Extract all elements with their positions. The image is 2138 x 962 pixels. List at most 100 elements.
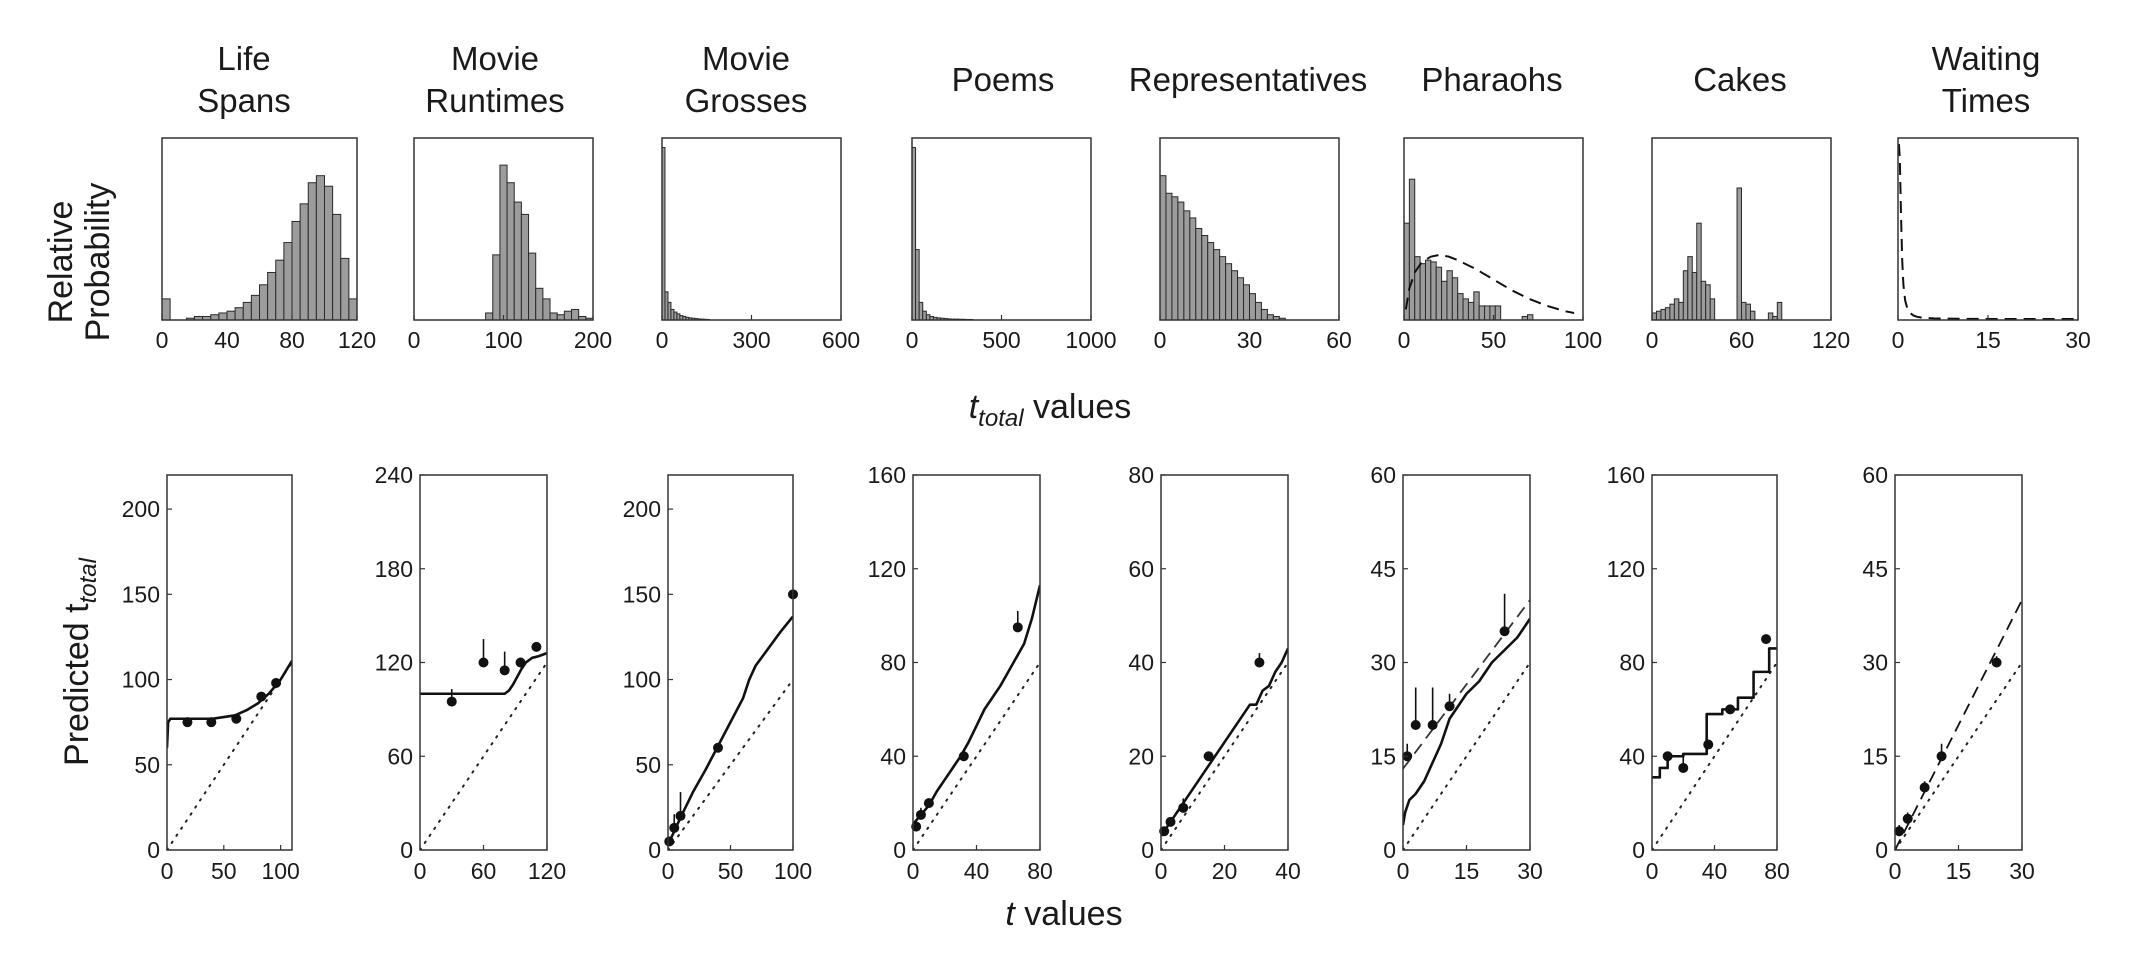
data-point bbox=[531, 641, 542, 652]
panel-title: Grosses bbox=[685, 82, 808, 119]
identity-line bbox=[1161, 661, 1288, 850]
y-tick-label: 180 bbox=[375, 556, 413, 582]
histogram-bar bbox=[1231, 270, 1239, 321]
y-tick-label: 20 bbox=[1128, 743, 1154, 769]
x-tick-label: 80 bbox=[279, 327, 305, 353]
axes-frame bbox=[166, 474, 293, 851]
histogram-bar bbox=[218, 312, 228, 321]
histogram-bar bbox=[1494, 305, 1502, 321]
data-point bbox=[256, 691, 267, 702]
identity-line bbox=[167, 661, 292, 850]
data-point bbox=[915, 809, 926, 820]
y-tick-label: 80 bbox=[1128, 462, 1154, 488]
data-point bbox=[1725, 704, 1736, 715]
x-tick-label: 100 bbox=[261, 858, 299, 884]
x-tick-label: 120 bbox=[1812, 327, 1850, 353]
plot-area bbox=[668, 615, 793, 850]
y-tick-label: 100 bbox=[623, 667, 661, 693]
y-tick-label: 30 bbox=[1370, 650, 1396, 676]
panel-title: Pharaohs bbox=[1421, 61, 1562, 98]
histogram-bar bbox=[1177, 201, 1185, 321]
data-point bbox=[1203, 751, 1214, 762]
x-tick-label: 0 bbox=[161, 858, 174, 884]
bottom-y-label: Predicted ttotal bbox=[58, 557, 102, 766]
data-point bbox=[1444, 701, 1455, 712]
x-tick-label: 0 bbox=[1397, 858, 1410, 884]
panel-title: Runtimes bbox=[425, 82, 564, 119]
histogram-bar bbox=[307, 182, 317, 321]
panel-title: Cakes bbox=[1693, 61, 1787, 98]
x-tick-label: 0 bbox=[1398, 327, 1411, 353]
histogram-bar bbox=[485, 312, 494, 321]
histogram-bar bbox=[332, 213, 342, 321]
x-tick-label: 0 bbox=[656, 327, 669, 353]
bottom-panel-2: 0 60 120 0 60 120 180 240 bbox=[375, 462, 567, 884]
identity-line bbox=[913, 661, 1040, 850]
x-tick-label: 500 bbox=[982, 327, 1020, 353]
x-tick-label: 15 bbox=[1975, 327, 2001, 353]
histogram-bar bbox=[542, 298, 551, 321]
histogram-bar bbox=[1219, 256, 1227, 321]
y-tick-label: 120 bbox=[868, 556, 906, 582]
x-tick-label: 0 bbox=[414, 858, 427, 884]
x-tick-label: 50 bbox=[211, 858, 237, 884]
model-prediction-curve bbox=[1403, 618, 1530, 826]
x-tick-label: 30 bbox=[2065, 327, 2091, 353]
histogram-bar bbox=[915, 249, 920, 321]
x-tick-label: 15 bbox=[1946, 858, 1972, 884]
histogram-bar bbox=[1749, 310, 1756, 321]
x-tick-label: 0 bbox=[1155, 858, 1168, 884]
data-point bbox=[713, 742, 723, 753]
x-tick-label: 120 bbox=[338, 327, 376, 353]
y-tick-label: 200 bbox=[623, 496, 661, 522]
axes-frame bbox=[1894, 474, 2023, 851]
histogram-bar bbox=[1457, 293, 1464, 321]
histogram-bar bbox=[1767, 312, 1774, 321]
x-tick-label: 0 bbox=[1646, 327, 1659, 353]
histogram-bar bbox=[1249, 293, 1256, 321]
histogram-bar bbox=[1467, 301, 1475, 321]
panel-title: Movie bbox=[702, 40, 790, 77]
top-x-label: ttotal values bbox=[969, 388, 1132, 432]
histogram-bar bbox=[259, 284, 269, 321]
x-tick-label: 0 bbox=[662, 858, 675, 884]
top-panel-5: 0 30 60 bbox=[1154, 137, 1352, 353]
histogram-bar bbox=[324, 185, 334, 321]
histogram-bar bbox=[528, 252, 537, 321]
histogram-bar bbox=[242, 301, 252, 321]
top-panel-4: 0 500 1000 bbox=[906, 137, 1117, 353]
x-tick-label: 40 bbox=[964, 858, 990, 884]
top-y-label-line2: Probability bbox=[79, 183, 117, 342]
data-point bbox=[446, 696, 457, 707]
histogram-bar bbox=[1225, 263, 1233, 321]
axes-frame bbox=[912, 474, 1041, 851]
density-curve bbox=[1897, 143, 2078, 320]
histogram-bar bbox=[925, 314, 931, 321]
histogram-bar bbox=[506, 182, 515, 321]
data-point bbox=[499, 665, 510, 676]
histogram-bar bbox=[1260, 308, 1268, 321]
data-point bbox=[664, 836, 675, 847]
histogram-bar bbox=[1736, 187, 1743, 321]
bottom-panel-6: 0 15 30 0 15 30 45 60 bbox=[1370, 462, 1542, 884]
x-tick-label: 0 bbox=[1892, 327, 1905, 353]
plot-area bbox=[913, 584, 1040, 850]
x-tick-label: 60 bbox=[471, 858, 497, 884]
histogram-bar bbox=[348, 298, 358, 321]
identity-line bbox=[1895, 661, 2022, 850]
axes-frame bbox=[1160, 474, 1289, 851]
histogram-bar bbox=[291, 220, 301, 321]
y-tick-label: 0 bbox=[1875, 837, 1888, 863]
y-tick-label: 150 bbox=[122, 581, 160, 607]
histogram-bar bbox=[1741, 301, 1747, 321]
histogram-bar bbox=[1266, 314, 1274, 321]
data-point bbox=[1936, 751, 1947, 762]
histogram-bar bbox=[520, 213, 530, 321]
y-tick-label: 200 bbox=[122, 496, 160, 522]
histogram-bar bbox=[1776, 301, 1783, 321]
histogram-bar bbox=[492, 254, 501, 321]
x-tick-label: 1000 bbox=[1065, 327, 1116, 353]
x-tick-label: 40 bbox=[214, 327, 240, 353]
panel-title: Spans bbox=[197, 82, 291, 119]
histogram-bar bbox=[161, 298, 171, 321]
